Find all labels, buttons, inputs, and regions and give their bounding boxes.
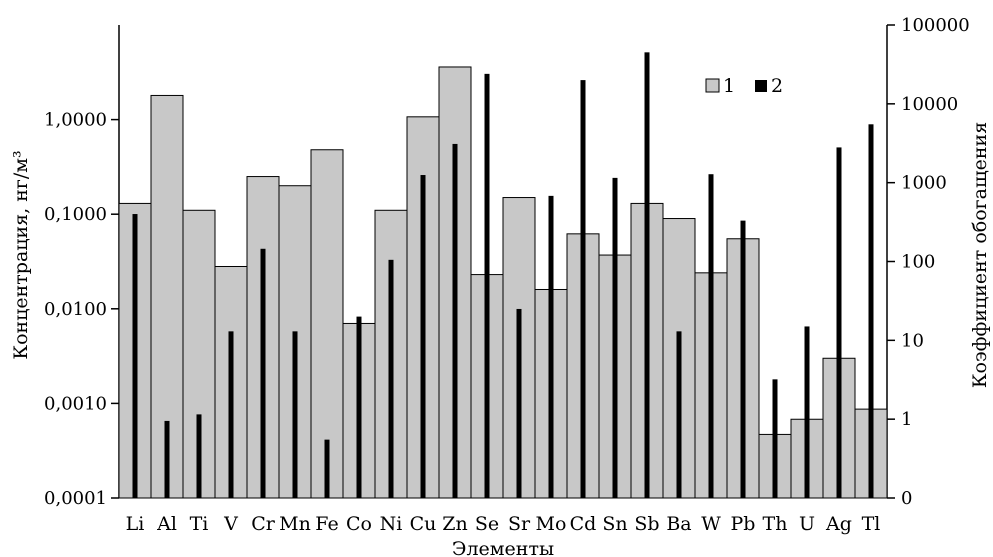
left-tick-label: 0,0001 <box>44 488 107 509</box>
category-label-Ni: Ni <box>380 513 403 535</box>
bar-series-2-Mn <box>292 331 298 498</box>
left-tick-label: 1,0000 <box>44 110 107 131</box>
bar-series-2-Tl <box>868 124 874 499</box>
category-label-Fe: Fe <box>315 513 338 535</box>
category-label-Pb: Pb <box>731 513 756 535</box>
category-label-Sn: Sn <box>602 513 627 535</box>
bar-series-2-V <box>228 331 234 498</box>
right-tick-label: 1000 <box>901 173 947 194</box>
left-axis: 0,0001 0,0010 0,0100 0,1000 1,0000 <box>44 25 120 509</box>
left-tick-label: 0,0100 <box>44 299 107 320</box>
right-tick-label: 100000 <box>901 15 970 36</box>
right-tick-label: 100 <box>901 252 935 273</box>
left-tick-label: 0,1000 <box>44 204 107 225</box>
category-label-Cd: Cd <box>570 513 597 535</box>
bar-series-2-Th <box>772 379 778 498</box>
category-label-Tl: Tl <box>862 513 881 535</box>
legend-swatch-2 <box>755 80 767 92</box>
right-tick-label: 10000 <box>901 94 958 115</box>
bar-series-2-Li <box>132 214 138 498</box>
bar-series-2-Ti <box>196 414 202 498</box>
bar-series-2-Se <box>484 73 490 498</box>
series-1-bars <box>118 66 888 499</box>
x-axis-title: Элементы <box>452 538 554 557</box>
bar-series-2-Sr <box>516 308 522 498</box>
category-label-Sr: Sr <box>508 513 531 535</box>
bar-series-2-Ag <box>836 147 842 498</box>
category-labels: Li Al Ti V Cr Mn Fe Co Ni Cu Zn Se Sr Mo Cd Sn Sb Ba W Pb Th… <box>126 513 881 535</box>
right-tick-label: 10 <box>901 330 924 351</box>
category-label-Cr: Cr <box>251 513 276 535</box>
legend-swatch-1 <box>705 78 720 93</box>
right-tick-label: 1 <box>901 409 912 430</box>
category-label-Th: Th <box>763 513 788 535</box>
bar-series-2-Cr <box>260 248 266 498</box>
category-label-Ti: Ti <box>190 513 209 535</box>
left-axis-title: Концентрация, нг/м³ <box>10 150 32 359</box>
category-label-U: U <box>799 513 815 535</box>
bar-series-2-Ni <box>388 259 394 498</box>
category-label-Se: Se <box>475 513 499 535</box>
right-axis-title: Коэффициент обогащения <box>969 122 991 388</box>
right-axis: 0 1 10 100 1000 10000 100000 <box>886 15 970 509</box>
bar-series-2-Mo <box>548 195 554 498</box>
bar-series-2-Sn <box>612 177 618 498</box>
bar-series-2-Co <box>356 316 362 498</box>
category-label-Al: Al <box>156 513 177 535</box>
bar-series-2-Cu <box>420 175 426 499</box>
category-label-Mn: Mn <box>279 513 311 535</box>
legend-label-1: 1 <box>723 75 735 97</box>
category-label-Zn: Zn <box>442 513 467 535</box>
legend-label-2: 2 <box>771 75 783 97</box>
series-2-bars <box>132 52 874 499</box>
category-label-Ag: Ag <box>825 513 852 535</box>
bar-series-2-Pb <box>740 220 746 498</box>
category-label-Cu: Cu <box>410 513 437 535</box>
left-tick-label: 0,0010 <box>44 393 107 414</box>
category-label-Co: Co <box>346 513 372 535</box>
bar-series-2-W <box>708 174 714 498</box>
right-tick-label: 0 <box>901 488 912 509</box>
category-label-Mo: Mo <box>536 513 567 535</box>
bar-series-2-Sb <box>644 52 650 499</box>
bar-series-2-Cd <box>580 80 586 498</box>
category-label-Ba: Ba <box>666 513 691 535</box>
category-label-Li: Li <box>126 513 145 535</box>
bar-series-2-Al <box>164 420 170 498</box>
category-label-Sb: Sb <box>634 513 659 535</box>
bar-series-2-U <box>804 326 810 498</box>
bar-series-2-Ba <box>676 331 682 498</box>
category-label-V: V <box>223 513 238 535</box>
bar-series-2-Fe <box>324 439 330 498</box>
bar-series-2-Zn <box>452 143 458 499</box>
category-label-W: W <box>701 513 721 535</box>
legend: 1 2 <box>705 75 783 97</box>
